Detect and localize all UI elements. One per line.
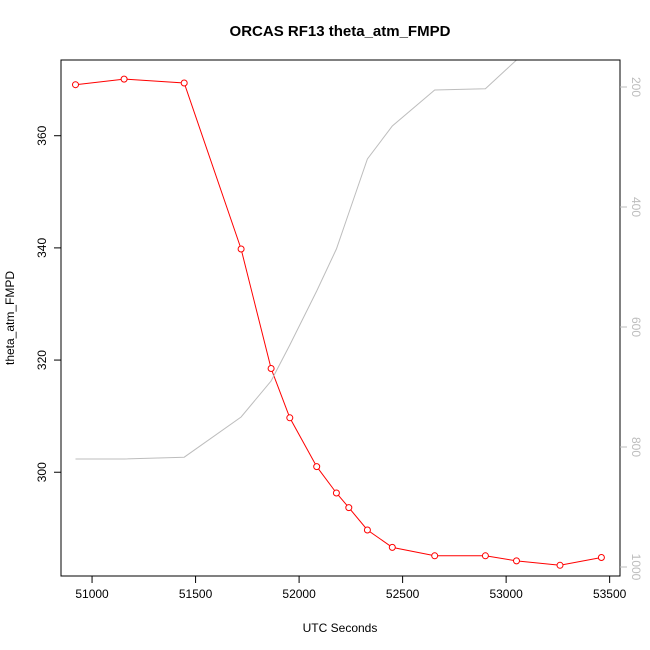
data-point	[267, 365, 275, 372]
data-point	[237, 245, 245, 253]
data-point	[431, 552, 439, 560]
data-point	[332, 489, 340, 497]
chart-title: ORCAS RF13 theta_atm_FMPD	[230, 23, 451, 40]
y2-tick-label: 200	[629, 77, 643, 97]
data-point	[120, 75, 128, 83]
x-axis: 51000 51500 52000 52500 53000 53500	[75, 576, 627, 601]
x-tick-label: 53000	[489, 587, 523, 601]
y-axis-label: theta_atm_FMPD	[3, 271, 17, 365]
y-tick-label: 360	[35, 125, 49, 145]
x-tick-label: 52500	[386, 587, 420, 601]
y-axis-left: 300 320 340 360	[35, 125, 61, 482]
data-point	[72, 81, 79, 89]
y-tick-label: 320	[35, 350, 49, 370]
data-point	[363, 526, 371, 534]
x-tick-label: 51000	[75, 587, 109, 601]
y-tick-label: 340	[35, 238, 49, 258]
y2-tick-label: 800	[629, 437, 643, 457]
data-point	[313, 463, 321, 471]
y-axis-right: 200 400 600 800 1000	[620, 77, 643, 581]
x-tick-label: 53500	[593, 587, 627, 601]
series-line-2	[75, 60, 519, 460]
y2-tick-label: 600	[629, 317, 643, 337]
data-point	[481, 552, 489, 560]
data-point	[286, 414, 294, 422]
y2-tick-label: 1000	[629, 554, 643, 581]
data-point	[345, 504, 353, 512]
plot-frame	[60, 59, 621, 577]
x-tick-label: 52000	[282, 587, 316, 601]
x-tick-label: 51500	[179, 587, 213, 601]
series-layer	[72, 60, 605, 569]
data-point	[180, 79, 188, 87]
data-point	[388, 543, 396, 551]
x-axis-label: UTC Seconds	[303, 621, 378, 635]
data-point	[556, 561, 564, 569]
y2-tick-label: 400	[629, 197, 643, 217]
data-point	[513, 557, 520, 565]
series-line-1	[75, 78, 602, 566]
y-tick-label: 300	[35, 462, 49, 482]
data-point	[597, 554, 605, 561]
